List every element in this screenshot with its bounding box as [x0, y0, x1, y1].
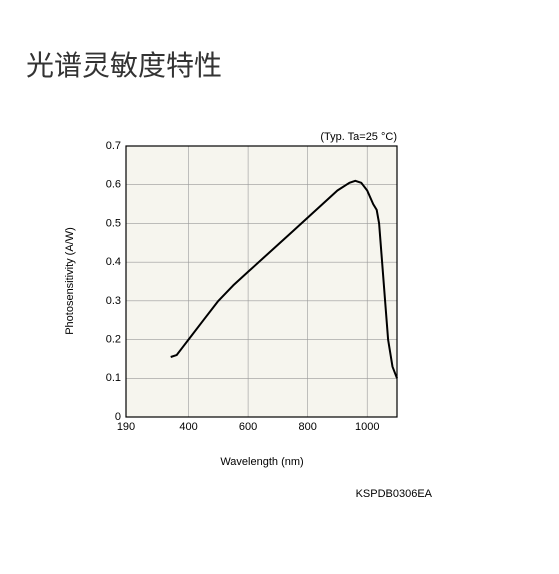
x-axis-label: Wavelength (nm) — [220, 456, 303, 468]
x-tick-label: 400 — [179, 421, 197, 433]
y-tick-label: 0.7 — [106, 140, 121, 152]
x-tick-label: 600 — [239, 421, 257, 433]
x-tick-label: 1000 — [355, 421, 379, 433]
y-tick-label: 0.5 — [106, 217, 121, 229]
y-tick-label: 0.2 — [106, 333, 121, 345]
page-title: 光谱灵敏度特性 — [26, 49, 223, 82]
x-tick-label: 800 — [298, 421, 316, 433]
annotation: (Typ. Ta=25 °C) — [320, 131, 397, 143]
y-tick-label: 0.3 — [106, 295, 121, 307]
y-tick-label: 0.6 — [106, 179, 121, 191]
plot-area — [126, 146, 397, 417]
plot-frame — [125, 145, 398, 418]
data-line — [170, 179, 398, 379]
y-tick-label: 0.1 — [106, 372, 121, 384]
y-axis-label: Photosensitivity (A/W) — [64, 227, 76, 335]
y-tick-label: 0.4 — [106, 256, 121, 268]
figure-code: KSPDB0306EA — [356, 488, 433, 500]
y-tick-label: 0 — [115, 411, 121, 423]
x-tick-label: 190 — [117, 421, 135, 433]
